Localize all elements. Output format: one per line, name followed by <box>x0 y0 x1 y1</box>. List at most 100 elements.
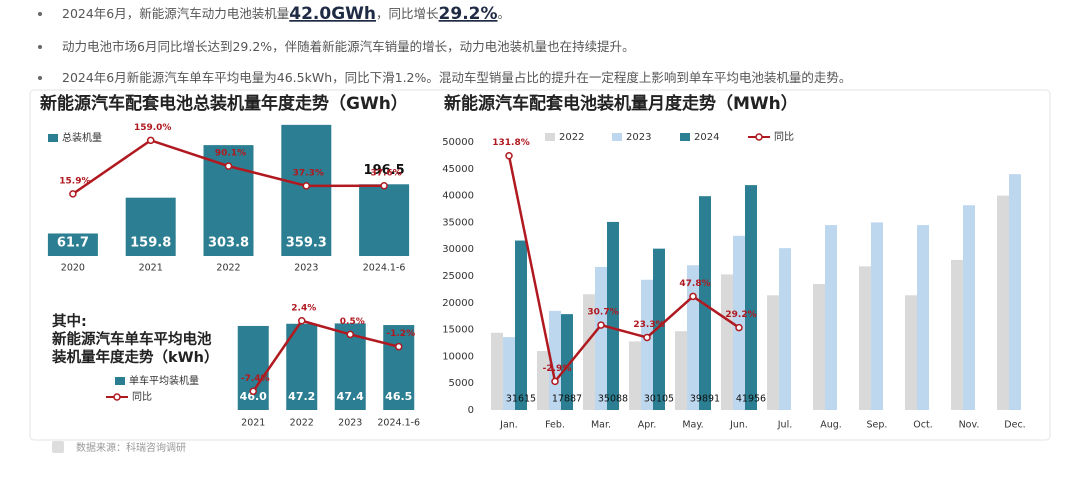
line-marker <box>298 317 306 325</box>
bar-label: 61.7 <box>57 236 89 251</box>
bullet-dot <box>38 12 42 16</box>
line-label: 29.2% <box>725 310 756 320</box>
bar <box>767 295 779 410</box>
bullet-segment: 2024年6月，新能源汽车动力电池装机量 <box>62 6 289 21</box>
x-tick-label: 2020 <box>61 263 85 274</box>
x-tick-label: Jun. <box>729 420 748 431</box>
line-label: -7.4% <box>241 374 270 384</box>
legend-label: 同比 <box>132 391 152 403</box>
bar <box>871 222 883 410</box>
bullet-text: 2024年6月新能源汽车单车平均电量为46.5kWh，同比下滑1.2%。混动车型… <box>62 70 851 85</box>
bar-label: 46.0 <box>240 390 267 403</box>
bar-label: 303.8 <box>208 236 249 251</box>
bar-label: 47.4 <box>337 390 364 403</box>
bar <box>237 325 269 410</box>
x-tick-label: 2021 <box>241 418 265 429</box>
chart-title: 装机量年度走势（kWh） <box>51 348 218 366</box>
line-label: -2.9% <box>543 364 572 374</box>
bullet-segment: ，同比增长 <box>376 6 439 21</box>
bar <box>125 197 176 256</box>
line-marker <box>643 333 651 342</box>
bar-label: 41956 <box>736 394 766 405</box>
legend-label: 总装机量 <box>62 131 102 144</box>
legend-swatch <box>48 134 58 142</box>
bar <box>745 185 757 410</box>
bar-label: 159.8 <box>130 236 171 251</box>
bullet-segment: 动力电池市场6月同比增长达到29.2%，伴随着新能源汽车销量的增长，动力电池装机… <box>62 39 635 54</box>
line-marker <box>597 321 605 329</box>
line-marker <box>735 323 743 332</box>
line-label: 2.4% <box>291 303 316 313</box>
bar <box>721 274 733 410</box>
bar <box>951 259 963 410</box>
bullet-dot <box>38 76 42 80</box>
bar <box>641 279 653 410</box>
x-tick-label: Mar. <box>591 420 611 431</box>
line <box>507 155 740 385</box>
line-marker <box>249 387 257 396</box>
bar <box>515 240 527 410</box>
bar-label: 17887 <box>552 394 582 405</box>
bar <box>281 124 332 256</box>
bar-label: 196.5 <box>364 163 405 178</box>
chart-title: 新能源汽车配套电池装机量月度走势（MWh） <box>444 93 798 114</box>
y-tick-label: 50000 <box>442 137 474 148</box>
bar <box>549 310 561 410</box>
y-tick-label: 0 <box>468 405 474 416</box>
x-tick-label: Dec. <box>1004 420 1025 431</box>
legend-swatch <box>545 133 555 141</box>
x-tick-label: Jan. <box>499 420 518 431</box>
bar <box>813 284 825 410</box>
y-tick-label: 35000 <box>442 217 474 228</box>
legend-swatch <box>755 133 763 141</box>
bar <box>629 341 641 410</box>
bar <box>47 233 98 256</box>
bar <box>607 221 619 410</box>
bar <box>997 195 1009 410</box>
bar-label: 39891 <box>690 394 720 405</box>
bar <box>503 337 515 410</box>
x-tick-label: 2021 <box>139 263 163 274</box>
bar <box>917 225 929 410</box>
x-tick-label: 2024.1-6 <box>363 263 406 274</box>
bar-label: 31615 <box>506 394 536 405</box>
x-tick-label: Jul. <box>777 420 792 431</box>
legend-swatch <box>113 393 121 401</box>
bullet-segment: 2024年6月新能源汽车单车平均电量为46.5kWh，同比下滑1.2%。混动车型… <box>62 70 851 85</box>
legend-swatch <box>115 377 125 385</box>
line-marker <box>302 182 311 190</box>
chart-title: 新能源汽车配套电池总装机量年度走势（GWh） <box>40 93 408 114</box>
legend-swatch <box>680 133 690 141</box>
chart-title: 新能源汽车单车平均电池 <box>52 330 212 348</box>
line-marker <box>505 151 513 160</box>
bar-label: 35088 <box>598 394 628 405</box>
bar <box>583 294 595 410</box>
bar <box>359 184 410 256</box>
x-tick-label: 2023 <box>338 418 362 429</box>
x-tick-label: 2022 <box>216 263 240 274</box>
line-label: 23.3% <box>633 320 664 330</box>
legend-label: 2022 <box>559 132 584 143</box>
y-tick-label: 15000 <box>442 325 474 336</box>
bar <box>779 248 791 410</box>
line-label: 30.7% <box>587 308 618 318</box>
source-icon <box>52 441 64 453</box>
line-marker <box>69 190 77 198</box>
legend-label: 同比 <box>774 131 794 143</box>
legend-swatch <box>612 133 622 141</box>
bar-label: 47.2 <box>288 390 315 403</box>
line-marker <box>689 292 697 301</box>
y-tick-label: 10000 <box>442 351 474 362</box>
bar <box>286 323 318 410</box>
x-tick-label: Oct. <box>913 420 932 431</box>
line-marker <box>146 136 155 145</box>
bullet-dot <box>38 45 42 49</box>
bar <box>675 331 687 410</box>
line-label: 131.8% <box>492 138 530 148</box>
bar <box>383 325 415 410</box>
line-label: 15.9% <box>59 176 90 186</box>
bar <box>905 295 917 410</box>
legend-label: 单车平均装机量 <box>129 374 199 387</box>
bullet-text: 2024年6月，新能源汽车动力电池装机量42.0GWh，同比增长29.2%。 <box>62 4 510 24</box>
